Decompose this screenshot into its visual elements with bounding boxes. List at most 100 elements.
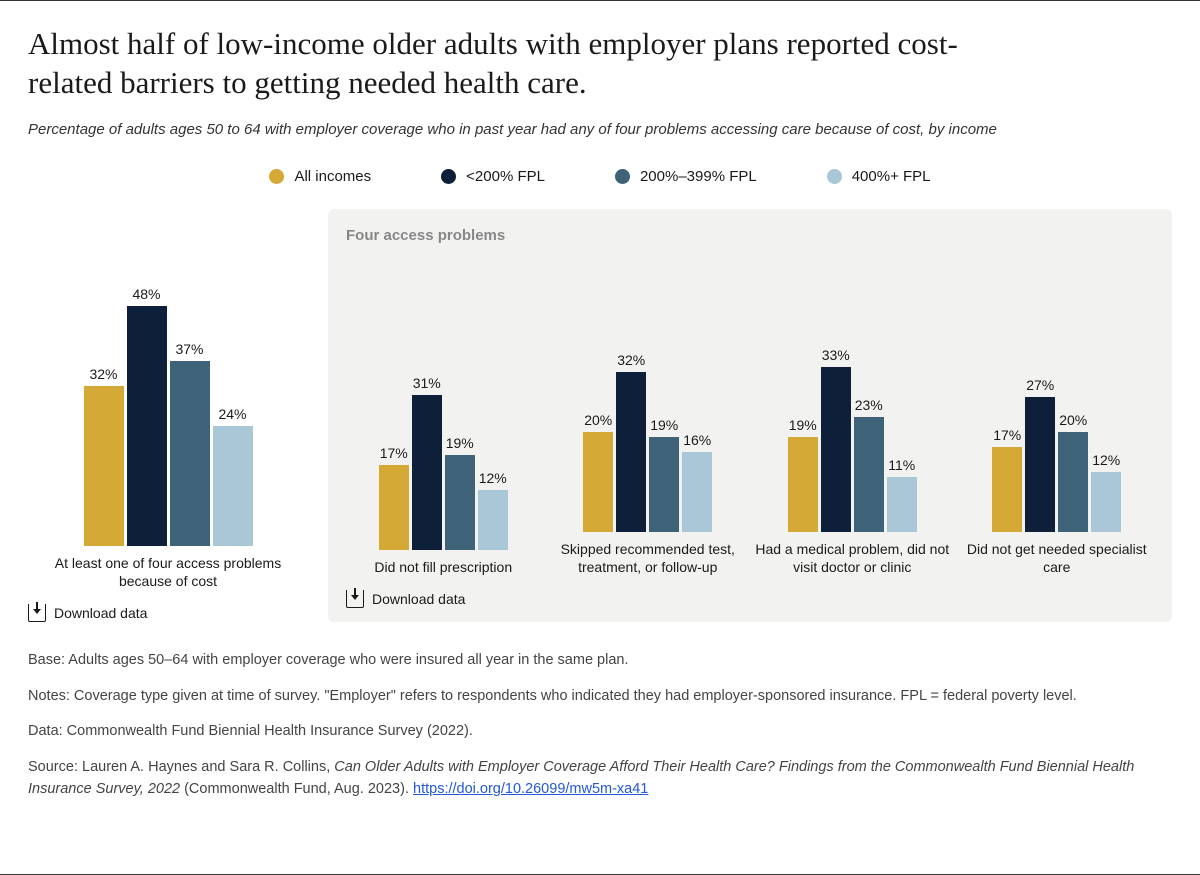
- bar-value-label: 33%: [822, 347, 850, 363]
- legend-swatch: [441, 169, 456, 184]
- bar: 19%: [649, 417, 679, 532]
- bar-rect: [616, 372, 646, 532]
- bar: 12%: [478, 470, 508, 550]
- bar: 27%: [1025, 377, 1055, 532]
- bar: 24%: [213, 406, 253, 546]
- bar-rect: [1091, 472, 1121, 532]
- right-panel-title: Four access problems: [346, 227, 1154, 244]
- bar-group: 20% 32% 19% 16% Skipped recommended test, tr…: [551, 252, 746, 576]
- footnotes: Base: Adults ages 50–64 with employer co…: [28, 650, 1172, 801]
- bar: 23%: [854, 397, 884, 532]
- legend-label: All incomes: [294, 168, 371, 185]
- bar-rect: [821, 367, 851, 532]
- bar: 17%: [992, 427, 1022, 532]
- legend-swatch: [615, 169, 630, 184]
- download-label: Download data: [372, 591, 465, 607]
- download-data-button[interactable]: Download data: [346, 590, 1154, 608]
- download-icon: [28, 604, 46, 622]
- left-chart-panel: 32% 48% 37% 24% At least one of four access…: [28, 209, 308, 622]
- bar-rect: [649, 437, 679, 532]
- bar-value-label: 11%: [888, 457, 915, 473]
- footnote-source: Source: Lauren A. Haynes and Sara R. Col…: [28, 757, 1172, 801]
- source-prefix: Source: Lauren A. Haynes and Sara R. Col…: [28, 759, 334, 775]
- bar-rect: [170, 361, 210, 546]
- bar: 19%: [788, 417, 818, 532]
- bar-rect: [478, 490, 508, 550]
- bar-group-summary: 32% 48% 37% 24% At least one of four access…: [28, 266, 308, 590]
- charts-row: 32% 48% 37% 24% At least one of four access…: [28, 209, 1172, 622]
- bar-rect: [445, 455, 475, 550]
- bar-rect: [992, 447, 1022, 532]
- bar-group: 19% 33% 23% 11% Had a medical problem, did n…: [755, 252, 950, 576]
- chart-title: Almost half of low-income older adults w…: [28, 25, 1008, 103]
- bar: 16%: [682, 432, 712, 532]
- bar: 48%: [127, 286, 167, 546]
- bar-value-label: 16%: [683, 432, 711, 448]
- footnote-base: Base: Adults ages 50–64 with employer co…: [28, 650, 1172, 672]
- bar-rect: [1025, 397, 1055, 532]
- legend-swatch: [269, 169, 284, 184]
- bar-value-label: 37%: [175, 341, 203, 357]
- download-label: Download data: [54, 605, 147, 621]
- group-label: At least one of four access problems bec…: [28, 554, 308, 590]
- bar: 11%: [887, 457, 917, 532]
- bar: 32%: [84, 366, 124, 546]
- footnote-data: Data: Commonwealth Fund Biennial Health …: [28, 721, 1172, 743]
- right-chart-panel: Four access problems 17% 31% 19% 12% Did not…: [328, 209, 1172, 622]
- bar-rect: [412, 395, 442, 550]
- group-label: Did not fill prescription: [374, 558, 512, 576]
- bar-rect: [788, 437, 818, 532]
- bar-value-label: 19%: [650, 417, 678, 433]
- bar-rect: [887, 477, 917, 532]
- bar-value-label: 12%: [1092, 452, 1120, 468]
- bar-value-label: 48%: [132, 286, 160, 302]
- group-label: Had a medical problem, did not visit doc…: [755, 540, 950, 576]
- bar-value-label: 19%: [789, 417, 817, 433]
- bar-value-label: 20%: [584, 412, 612, 428]
- bar: 37%: [170, 341, 210, 546]
- bar-value-label: 24%: [218, 406, 246, 422]
- legend: All incomes <200% FPL 200%–399% FPL 400%+ F…: [28, 168, 1172, 185]
- legend-item: 400%+ FPL: [827, 168, 931, 185]
- bar-value-label: 31%: [413, 375, 441, 391]
- bar-value-label: 20%: [1059, 412, 1087, 428]
- bar-rect: [1058, 432, 1088, 532]
- bar: 20%: [583, 412, 613, 532]
- bar: 20%: [1058, 412, 1088, 532]
- legend-item: <200% FPL: [441, 168, 545, 185]
- download-data-button[interactable]: Download data: [28, 604, 308, 622]
- source-suffix: (Commonwealth Fund, Aug. 2023).: [180, 781, 413, 797]
- bar-value-label: 27%: [1026, 377, 1054, 393]
- bar-rect: [213, 426, 253, 546]
- source-link[interactable]: https://doi.org/10.26099/mw5m-xa41: [413, 781, 648, 797]
- legend-item: All incomes: [269, 168, 371, 185]
- bar-rect: [84, 386, 124, 546]
- bar-rect: [682, 452, 712, 532]
- group-label: Did not get needed specialist care: [960, 540, 1155, 576]
- chart-subtitle: Percentage of adults ages 50 to 64 with …: [28, 121, 1172, 138]
- footnote-notes: Notes: Coverage type given at time of su…: [28, 686, 1172, 708]
- group-label: Skipped recommended test, treatment, or …: [551, 540, 746, 576]
- bar-group: 17% 27% 20% 12% Did not get needed specialis…: [960, 252, 1155, 576]
- bar-rect: [583, 432, 613, 532]
- bar: 19%: [445, 435, 475, 550]
- bar-value-label: 23%: [855, 397, 883, 413]
- legend-label: <200% FPL: [466, 168, 545, 185]
- bar-value-label: 12%: [479, 470, 507, 486]
- legend-label: 200%–399% FPL: [640, 168, 757, 185]
- bar-value-label: 19%: [446, 435, 474, 451]
- bar: 12%: [1091, 452, 1121, 532]
- legend-item: 200%–399% FPL: [615, 168, 757, 185]
- legend-label: 400%+ FPL: [852, 168, 931, 185]
- legend-swatch: [827, 169, 842, 184]
- bar-rect: [127, 306, 167, 546]
- bar-group: 17% 31% 19% 12% Did not fill prescription: [346, 270, 541, 576]
- bar: 32%: [616, 352, 646, 532]
- bar-value-label: 17%: [993, 427, 1021, 443]
- bar: 31%: [412, 375, 442, 550]
- bar-value-label: 32%: [617, 352, 645, 368]
- download-icon: [346, 590, 364, 608]
- bar: 17%: [379, 445, 409, 550]
- bar-value-label: 17%: [380, 445, 408, 461]
- bar: 33%: [821, 347, 851, 532]
